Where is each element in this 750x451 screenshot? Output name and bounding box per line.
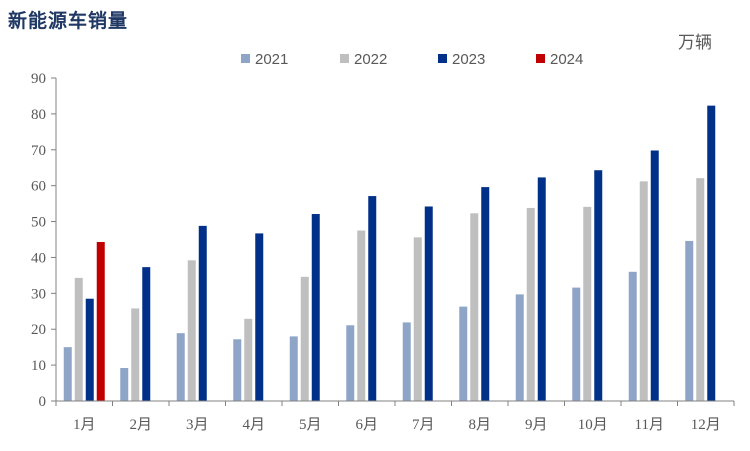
legend-label-2024: 2024 (550, 51, 583, 68)
bar-2022-12 (696, 178, 705, 401)
bar-2021-5 (289, 336, 298, 401)
bar-2021-7 (402, 322, 411, 401)
bar-2021-4 (233, 339, 242, 401)
y-tick-label: 60 (31, 179, 46, 195)
bar-2023-11 (650, 150, 659, 401)
bars (63, 105, 716, 401)
bar-2021-6 (346, 325, 355, 401)
x-tick-label: 3月 (186, 417, 209, 433)
bar-2021-3 (176, 333, 185, 401)
bar-2022-4 (244, 318, 253, 401)
unit-label: 万辆 (678, 33, 712, 53)
y-tick-label: 70 (31, 143, 46, 159)
bar-2022-10 (583, 206, 592, 401)
x-tick-label: 5月 (299, 417, 322, 433)
bar-2022-1 (74, 277, 83, 401)
x-axis: 1月 2月 3月 4月 5月 6月 7月 8月 9月 10月 11月 12月 (55, 400, 735, 433)
bar-2023-6 (368, 196, 377, 401)
bar-2023-10 (594, 170, 603, 401)
bar-2022-7 (413, 237, 422, 401)
bar-2023-9 (537, 177, 546, 401)
bar-2023-3 (198, 225, 207, 401)
legend-label-2021: 2021 (255, 51, 288, 68)
bar-2021-1 (63, 347, 72, 401)
legend: 2021 2022 2023 2024 (241, 51, 583, 68)
bar-2024-1 (96, 242, 105, 401)
x-tick-label: 11月 (635, 417, 664, 433)
bar-2022-3 (187, 260, 196, 401)
bar-2022-11 (639, 181, 648, 401)
bar-2022-5 (300, 276, 309, 401)
x-tick-label: 8月 (468, 417, 491, 433)
y-tick-label: 40 (31, 250, 46, 266)
x-tick-label: 12月 (691, 417, 721, 433)
x-tick-label: 7月 (412, 417, 435, 433)
bar-2023-5 (311, 214, 320, 401)
legend-label-2022: 2022 (354, 51, 387, 68)
bar-2021-9 (515, 294, 524, 401)
legend-swatch-2022 (340, 54, 349, 63)
y-axis: 0 10 20 30 40 50 60 70 80 90 (31, 71, 57, 410)
bar-2023-12 (707, 105, 716, 401)
bar-2021-10 (572, 287, 581, 401)
y-tick-label: 50 (31, 215, 46, 231)
x-tick-label: 1月 (73, 417, 96, 433)
bar-2023-1 (85, 298, 94, 401)
bar-2021-2 (120, 367, 129, 401)
bar-2022-8 (470, 213, 479, 401)
x-tick-label: 6月 (355, 417, 378, 433)
bar-2023-7 (424, 206, 433, 401)
bar-2022-2 (131, 308, 140, 401)
legend-label-2023: 2023 (452, 51, 485, 68)
y-tick-label: 0 (39, 394, 47, 410)
bar-2023-2 (142, 267, 151, 401)
bar-2023-8 (481, 187, 490, 401)
bar-2023-4 (255, 233, 264, 401)
x-tick-label: 9月 (525, 417, 548, 433)
bar-2021-12 (685, 240, 694, 401)
bar-2021-11 (628, 271, 637, 401)
bar-2022-6 (357, 230, 366, 401)
legend-swatch-2024 (536, 54, 545, 63)
bar-2022-9 (526, 207, 535, 401)
legend-swatch-2021 (241, 54, 250, 63)
y-tick-label: 30 (31, 286, 46, 302)
chart-title: 新能源车销量 (8, 10, 129, 32)
y-tick-label: 80 (31, 107, 46, 123)
y-tick-label: 10 (31, 358, 46, 374)
y-tick-label: 90 (31, 71, 46, 87)
legend-swatch-2023 (438, 54, 447, 63)
x-tick-label: 2月 (129, 417, 152, 433)
bar-2021-8 (459, 306, 468, 401)
x-tick-label: 4月 (242, 417, 265, 433)
x-tick-label: 10月 (578, 417, 608, 433)
y-tick-label: 20 (31, 322, 46, 338)
